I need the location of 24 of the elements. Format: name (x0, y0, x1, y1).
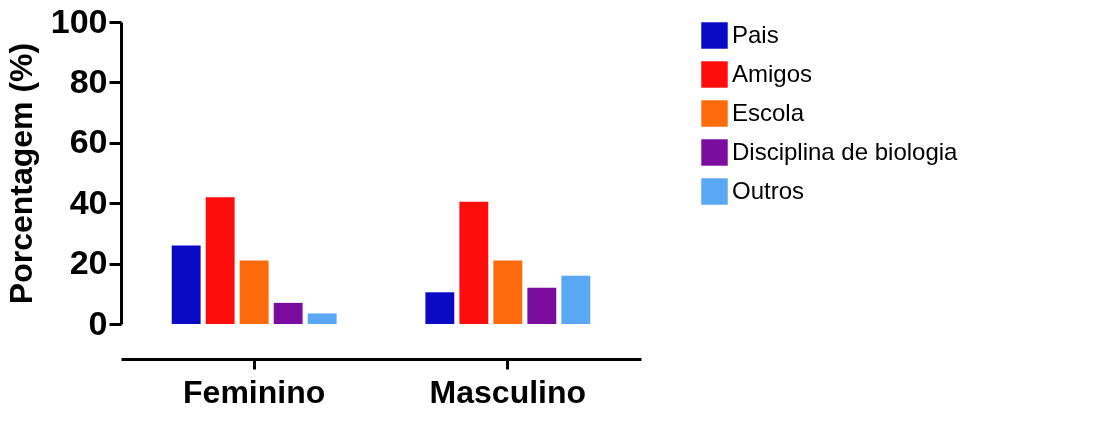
y-tick-label: 0 (88, 303, 108, 342)
x-tick-label: Masculino (429, 373, 587, 410)
bar (239, 260, 269, 324)
legend-label: Amigos (732, 59, 813, 87)
bar (459, 201, 489, 324)
legend-label: Disciplina de biologia (732, 137, 959, 165)
bar (273, 302, 303, 324)
bar (307, 313, 337, 324)
bar (527, 287, 557, 324)
bar (425, 292, 455, 324)
y-tick-label: 40 (69, 182, 108, 221)
y-tick-label: 20 (69, 243, 108, 282)
y-axis-title: Porcentagem (%) (2, 42, 39, 305)
legend-label: Outros (732, 176, 805, 204)
legend-label: Pais (732, 20, 779, 48)
bar (205, 197, 235, 324)
bar (171, 245, 201, 324)
y-tick-label: 80 (69, 61, 108, 100)
x-tick-label: Feminino (183, 373, 326, 410)
legend-label: Escola (732, 98, 805, 126)
bar (561, 275, 591, 324)
y-tick-label: 60 (69, 122, 108, 161)
y-tick-label: 100 (50, 1, 108, 40)
bar (493, 260, 523, 324)
